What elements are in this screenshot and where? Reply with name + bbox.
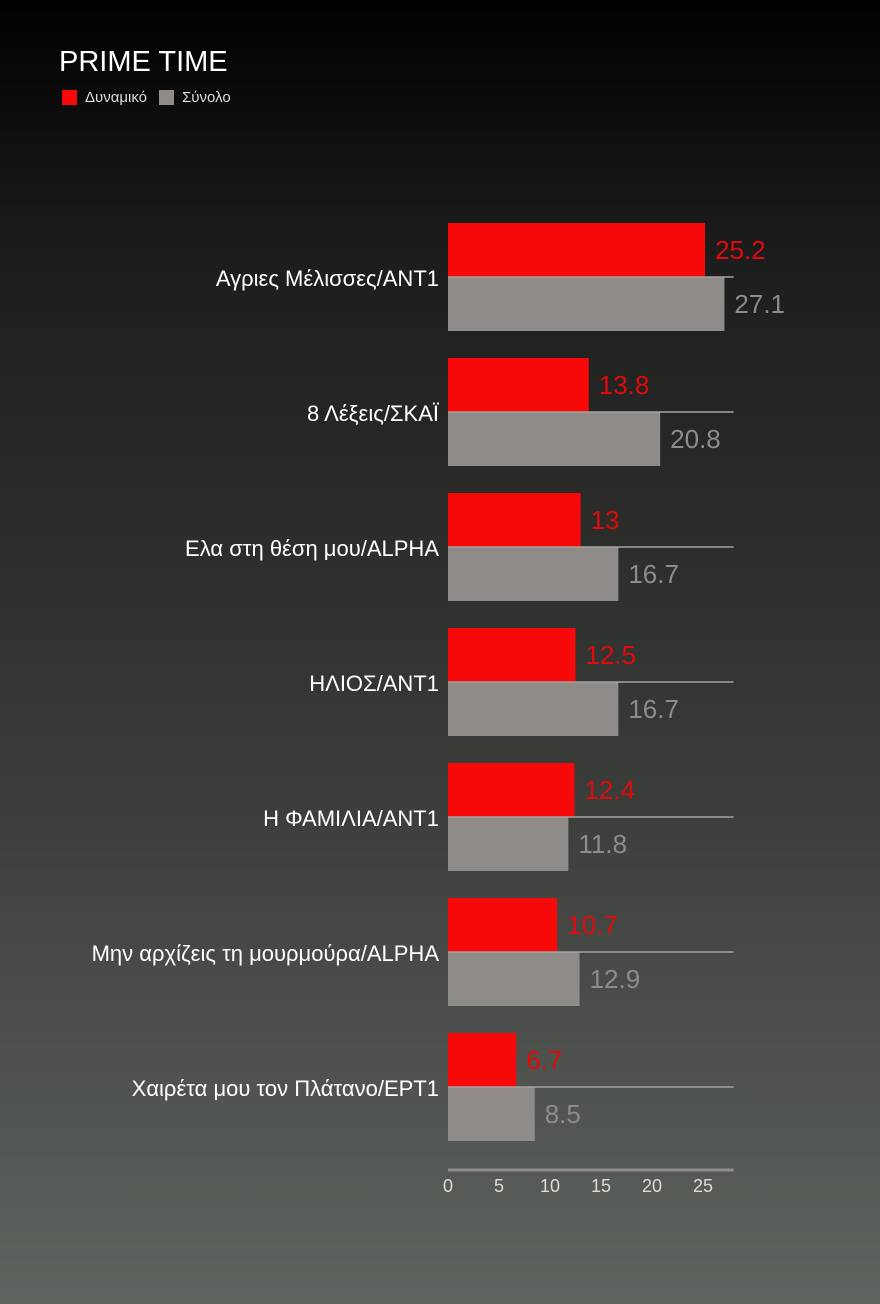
data-label: 10.7 <box>567 910 618 940</box>
category-label: ΗΛΙΟΣ/ΑΝΤ1 <box>309 671 439 696</box>
bar-dynamiko <box>448 763 575 817</box>
data-label: 27.1 <box>734 289 785 319</box>
legend-label: Σύνολο <box>182 89 231 106</box>
category-label: Αγριες Μέλισσες/ANT1 <box>216 266 439 291</box>
data-label: 13.8 <box>599 370 650 400</box>
bar-synolo <box>448 547 619 601</box>
data-label: 12.5 <box>586 640 637 670</box>
data-label: 12.4 <box>584 775 635 805</box>
bar-dynamiko <box>448 1033 517 1087</box>
bar-dynamiko <box>448 493 581 547</box>
data-label: 6.7 <box>526 1045 562 1075</box>
legend-label: Δυναμικό <box>85 89 148 106</box>
legend: Δυναμικό Σύνολο <box>62 89 243 106</box>
data-label: 13 <box>591 505 620 535</box>
category-label: 8 Λέξεις/ΣΚΑΪ <box>307 401 440 426</box>
x-tick-label: 10 <box>540 1176 560 1196</box>
chart-title: PRIME TIME <box>59 46 228 78</box>
x-tick-label: 5 <box>494 1176 504 1196</box>
x-tick-label: 15 <box>591 1176 611 1196</box>
bar-synolo <box>448 277 725 331</box>
bar-synolo <box>448 412 661 466</box>
legend-swatch <box>62 90 77 105</box>
bar-dynamiko <box>448 358 589 412</box>
x-tick-label: 0 <box>443 1176 453 1196</box>
bar-synolo <box>448 817 569 871</box>
data-label: 25.2 <box>715 235 766 265</box>
data-label: 16.7 <box>628 694 679 724</box>
x-tick-label: 25 <box>693 1176 713 1196</box>
data-label: 20.8 <box>670 424 721 454</box>
legend-swatch <box>159 90 175 105</box>
bar-dynamiko <box>448 898 558 952</box>
category-label: Η ΦΑΜΙΛΙΑ/ΑΝΤ1 <box>263 806 439 831</box>
legend-item-dynamiko: Δυναμικό <box>62 89 147 106</box>
legend-item-synolo: Σύνολο <box>159 89 231 106</box>
category-label: Χαιρέτα μου τον Πλάτανο/ΕΡΤ1 <box>132 1076 439 1101</box>
bar-synolo <box>448 952 580 1006</box>
bar-dynamiko <box>448 628 576 682</box>
x-tick-label: 20 <box>642 1176 662 1196</box>
category-label: Ελα στη θέση μου/ALPHA <box>185 536 439 561</box>
bar-dynamiko <box>448 223 706 277</box>
bar-synolo <box>448 682 619 736</box>
bar-synolo <box>448 1087 535 1141</box>
data-label: 16.7 <box>628 559 679 589</box>
data-label: 11.8 <box>578 829 627 859</box>
category-label: Μην αρχίζεις τη μουρμούρα/ALPHA <box>92 941 440 966</box>
data-label: 12.9 <box>590 964 641 994</box>
data-label: 8.5 <box>545 1099 581 1129</box>
